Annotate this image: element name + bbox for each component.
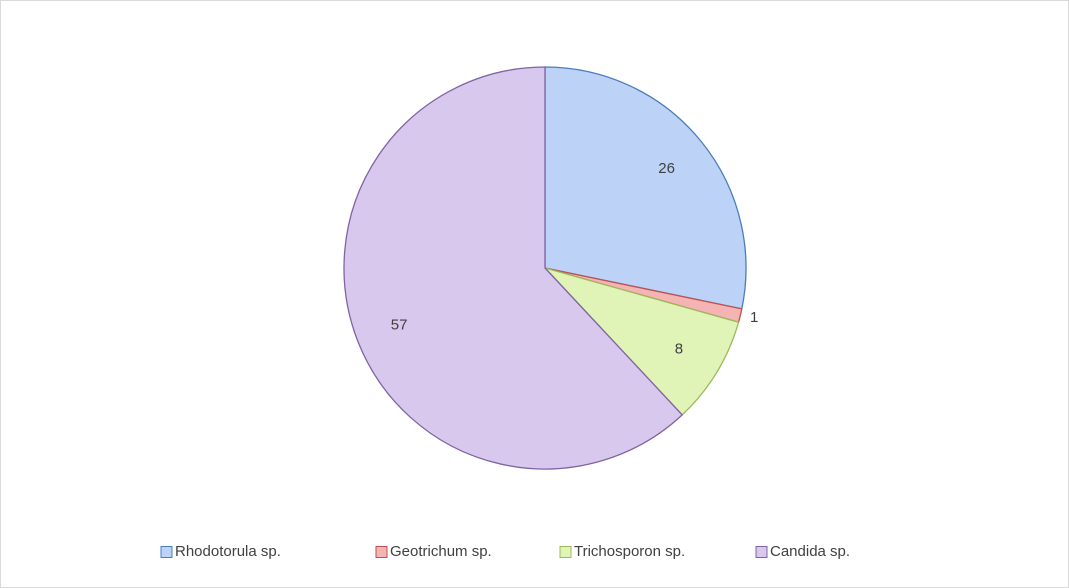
data-label: 1 [750,309,758,326]
data-label: 26 [658,160,675,177]
pie-slice [542,266,740,416]
legend-swatch [755,546,768,558]
data-label: 57 [391,316,408,333]
legend-swatch [160,546,173,558]
legend-label: Rhodotorula sp. [175,543,281,560]
legend-label: Geotrichum sp. [390,543,492,560]
legend-label: Trichosporon sp. [574,543,685,560]
legend-swatch [375,546,388,558]
data-label: 8 [675,340,683,357]
pie-slice [343,66,684,470]
legend-label: Candida sp. [770,543,850,560]
legend-swatch [559,546,572,558]
pie-slice [544,66,747,310]
